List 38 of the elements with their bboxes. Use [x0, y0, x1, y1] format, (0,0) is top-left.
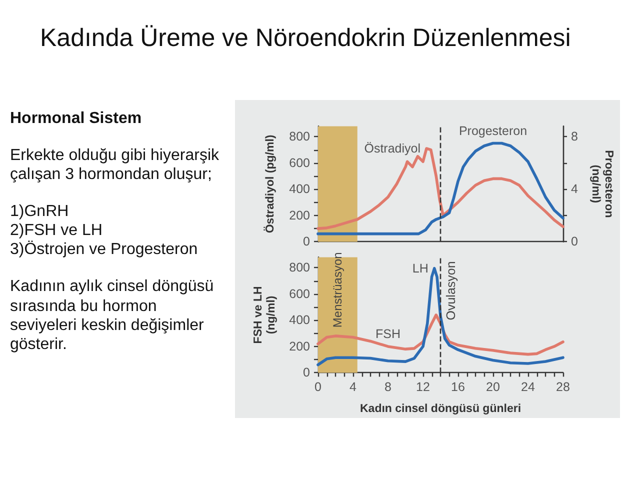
series-label: Progesteron — [458, 124, 528, 138]
y-tick-label: 800 — [289, 130, 310, 144]
y-tick-label: 600 — [289, 286, 310, 301]
y-tick-label: 400 — [289, 182, 310, 196]
y-tick-label: 200 — [289, 208, 310, 222]
x-tick-label: 8 — [384, 380, 392, 394]
y-axis-title: FSH ve LH (ng/ml) — [252, 286, 278, 344]
text: Kadının aylık cinsel döngüsü sırasında bu hormon seviyeleri keskin değişimler gösterir. — [10, 277, 215, 354]
series-label: FSH — [376, 326, 400, 341]
band-label: Menstrüasyon — [330, 252, 345, 328]
x-tick-label: 24 — [521, 380, 535, 394]
y-tick-label: 200 — [289, 339, 310, 354]
ref-line-label: Ovulasyon — [444, 261, 458, 320]
x-tick-label: 20 — [486, 380, 500, 394]
text: 2)FSH ve LH — [10, 221, 104, 240]
y2-tick-label: 4 — [571, 182, 578, 196]
x-tick-label: 12 — [416, 380, 430, 394]
text: Erkekte olduğu gibi hiyerarşik çalışan 3 hormondan oluşur; — [10, 146, 220, 184]
x-axis-title: Kadın cinsel döngüsü günleri — [360, 403, 522, 416]
text: Kadında Üreme ve Nöroendokrin Düzenlenmesi — [40, 24, 571, 52]
text: 3)Östrojen ve Progesteron — [10, 240, 199, 260]
x-tick-label: 0 — [314, 380, 322, 394]
y-tick-label: 0 — [303, 234, 310, 249]
y2-axis-title: Progesteron (ng/ml) — [589, 150, 614, 218]
y-axis-title: Östradiyol (pg/ml) — [264, 134, 276, 234]
y-tick-label: 0 — [303, 366, 310, 380]
text: 1)GnRH — [10, 202, 70, 222]
x-tick-label: 28 — [556, 380, 570, 394]
text: Hormonal Sistem — [10, 108, 142, 128]
y-tick-label: 600 — [289, 156, 310, 170]
y2-tick-label: 0 — [571, 234, 578, 249]
x-tick-label: 16 — [451, 380, 465, 394]
series-label: Östradiyol — [364, 142, 420, 156]
x-tick-label: 4 — [350, 380, 357, 394]
series-label: LH — [412, 261, 428, 276]
y-tick-label: 400 — [289, 313, 310, 328]
y-tick-label: 800 — [289, 260, 310, 275]
y2-tick-label: 8 — [571, 130, 578, 144]
